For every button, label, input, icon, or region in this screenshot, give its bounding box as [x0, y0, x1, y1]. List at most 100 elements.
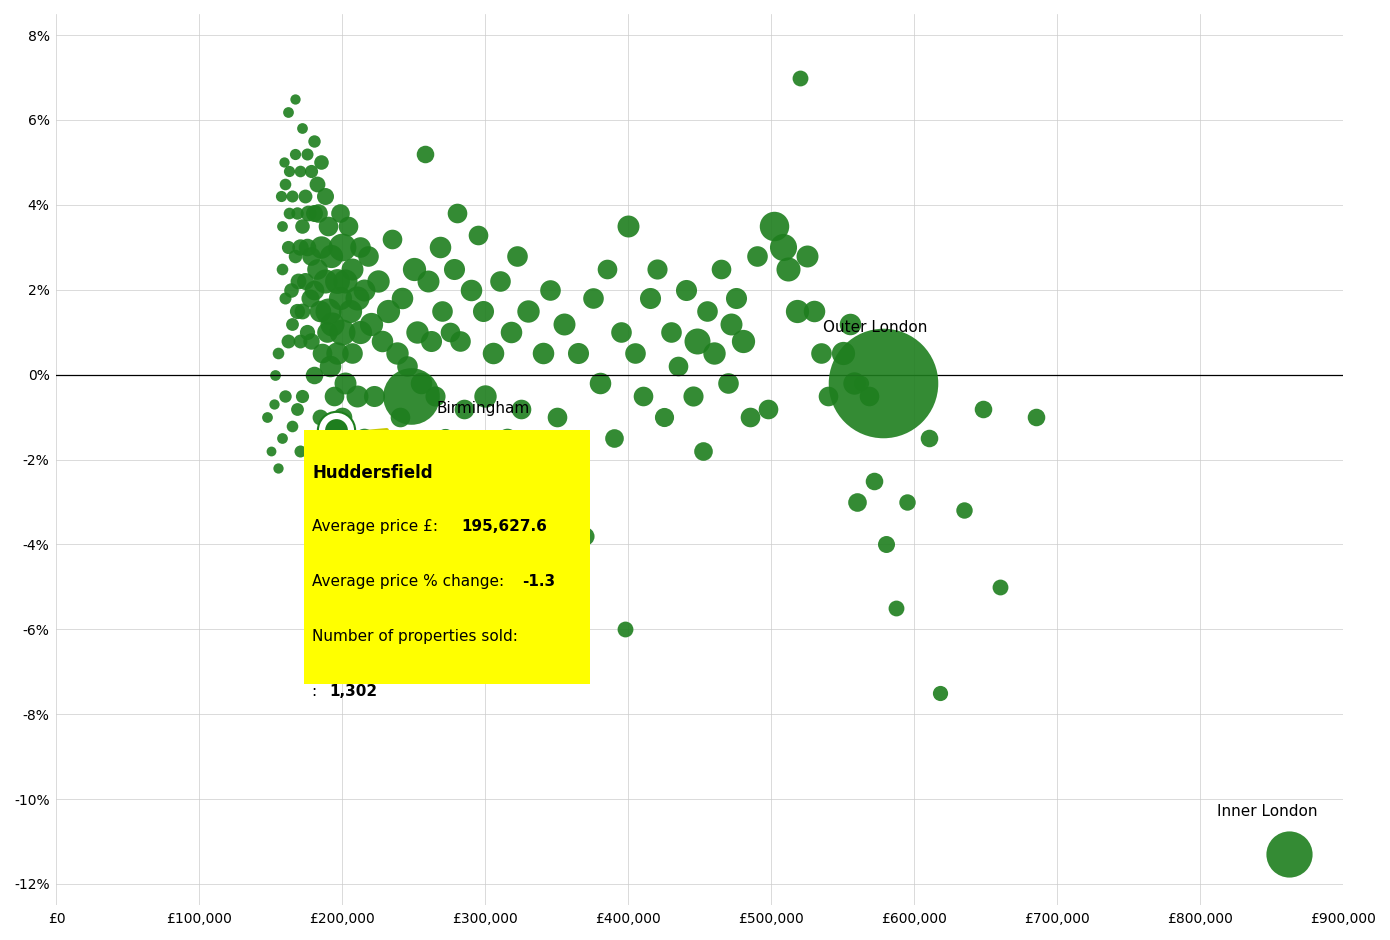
Text: Average price % change:: Average price % change: — [313, 574, 509, 589]
Point — [267, 346, 289, 361]
Point — [311, 473, 334, 488]
Point — [288, 164, 310, 179]
Point — [272, 155, 295, 170]
Point — [553, 316, 575, 331]
Point — [300, 431, 322, 446]
Point — [278, 206, 300, 221]
Point — [342, 346, 364, 361]
Text: -1.3: -1.3 — [523, 574, 556, 589]
Point — [463, 452, 485, 467]
Point — [325, 422, 348, 437]
Point — [863, 473, 885, 488]
Point — [758, 401, 780, 416]
Point — [296, 147, 318, 162]
Point — [338, 304, 360, 319]
Point — [897, 494, 919, 509]
Point — [392, 290, 414, 306]
Point — [596, 261, 619, 276]
Point — [264, 368, 286, 383]
Point — [349, 324, 371, 339]
Point — [284, 248, 306, 263]
Point — [817, 388, 840, 403]
Point — [353, 431, 375, 446]
Point — [322, 388, 345, 403]
Point — [388, 410, 410, 425]
Point — [334, 376, 356, 391]
Point — [306, 176, 328, 191]
Point — [271, 261, 293, 276]
Point — [831, 346, 853, 361]
Point — [777, 261, 799, 276]
Point — [303, 461, 325, 476]
Point — [763, 219, 785, 234]
Point — [296, 324, 318, 339]
Point — [296, 240, 318, 255]
Point — [517, 304, 539, 319]
Point — [531, 346, 553, 361]
Point — [325, 422, 348, 437]
Text: Number of properties sold:: Number of properties sold: — [313, 629, 518, 644]
Point — [346, 388, 368, 403]
Point — [471, 304, 493, 319]
Point — [696, 304, 719, 319]
Point — [488, 274, 510, 289]
Point — [685, 333, 708, 348]
Point — [320, 248, 342, 263]
Point — [300, 333, 322, 348]
Point — [281, 418, 303, 433]
Point — [510, 401, 532, 416]
Point — [292, 219, 314, 234]
Point — [297, 206, 320, 221]
Text: 195,627.6: 195,627.6 — [461, 519, 546, 534]
Point — [277, 333, 299, 348]
Point — [851, 376, 873, 391]
Point — [631, 388, 653, 403]
Point — [1277, 847, 1300, 862]
Point — [428, 240, 450, 255]
Point — [288, 240, 310, 255]
Point — [588, 376, 610, 391]
Point — [381, 231, 403, 246]
Point — [270, 189, 292, 204]
Point — [300, 248, 322, 263]
Point — [396, 359, 418, 374]
Point — [624, 346, 646, 361]
Point — [610, 324, 632, 339]
Text: Huddersfield: Huddersfield — [313, 463, 434, 482]
Point — [443, 261, 466, 276]
Point — [309, 410, 331, 425]
Point — [288, 444, 310, 459]
Point — [400, 388, 423, 403]
Point — [285, 401, 307, 416]
Point — [500, 324, 523, 339]
Point — [574, 528, 596, 543]
Point — [681, 388, 703, 403]
Point — [363, 388, 385, 403]
Point — [424, 388, 446, 403]
Point — [417, 274, 439, 289]
Point — [346, 290, 368, 306]
Point — [331, 324, 353, 339]
Point — [1024, 410, 1047, 425]
Point — [467, 227, 489, 243]
Point — [603, 431, 626, 446]
Point — [357, 248, 379, 263]
Point — [420, 333, 442, 348]
Point — [303, 368, 325, 383]
Point — [360, 316, 382, 331]
Point — [343, 494, 366, 509]
Point — [377, 304, 399, 319]
Point — [929, 685, 951, 700]
Point — [317, 304, 339, 319]
Point — [954, 503, 976, 518]
Point — [271, 219, 293, 234]
Point — [567, 346, 589, 361]
Point — [274, 388, 296, 403]
Point — [771, 240, 794, 255]
Text: :: : — [313, 684, 322, 699]
Point — [353, 282, 375, 297]
Point — [431, 304, 453, 319]
Point — [638, 290, 660, 306]
Point — [788, 70, 810, 86]
Point — [295, 274, 317, 289]
